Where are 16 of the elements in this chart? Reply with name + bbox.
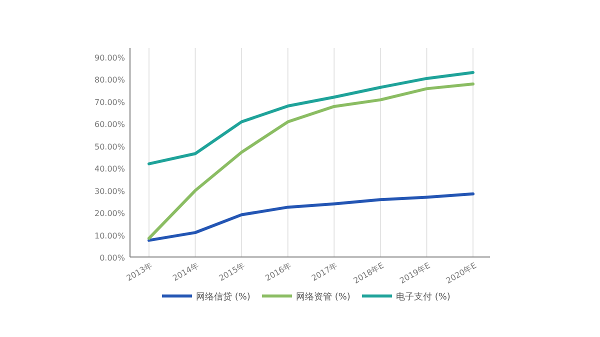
legend-label: 电子支付 (%) <box>396 292 450 302</box>
line-series <box>148 70 474 166</box>
y-tick-label: 60.00% <box>94 120 126 130</box>
y-tick-label: 80.00% <box>94 76 126 85</box>
line-series <box>148 192 474 242</box>
line-series <box>148 82 474 240</box>
y-tick-label: 30.00% <box>94 186 126 196</box>
y-tick-label: 50.00% <box>94 142 126 152</box>
legend-label: 网络信贷 (%) <box>196 292 250 302</box>
y-tick-label: 90.00% <box>94 53 126 62</box>
y-tick-label: 20.00% <box>94 209 126 218</box>
legend-label: 网络资管 (%) <box>296 292 350 302</box>
y-tick-label: 70.00% <box>94 98 126 107</box>
y-tick-label: 10.00% <box>94 231 126 240</box>
y-tick-label: 40.00% <box>94 164 126 174</box>
y-tick-label: 0.00% <box>100 254 126 262</box>
